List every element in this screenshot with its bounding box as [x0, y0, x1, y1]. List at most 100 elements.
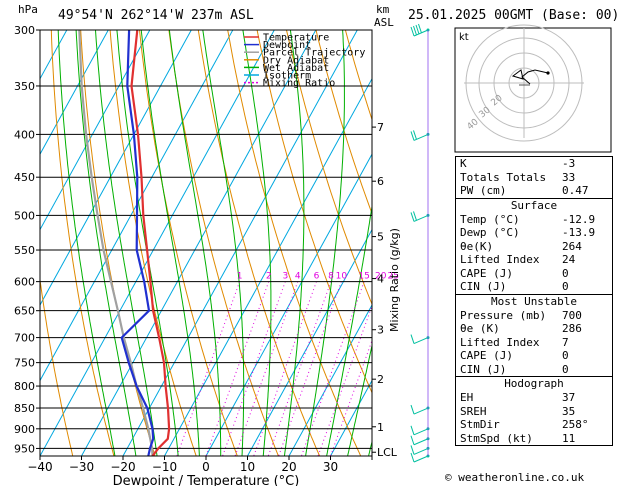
indices-row-pw: PW (cm) 0.47: [456, 184, 612, 198]
mixing-ratio-label: 10: [336, 272, 348, 282]
surface-title: Surface: [456, 197, 612, 213]
wind-barb: [410, 23, 430, 37]
dry-adiabat-line: [344, 30, 372, 122]
surface-row: CIN (J) 0: [456, 280, 612, 294]
asl-label: ASL: [374, 16, 394, 29]
wind-barb-staff: [413, 407, 429, 415]
mixing-ratio-line: [205, 281, 270, 456]
temp-tick-label: −10: [152, 460, 177, 474]
temp-tick-label: 20: [281, 460, 296, 474]
wind-barb-flag: [418, 23, 422, 34]
pressure-tick-label: 850: [14, 402, 35, 415]
row-value: -12.9: [562, 212, 596, 226]
mixing-ratio-label: 15: [358, 272, 369, 282]
temp-tick-label: 30: [323, 460, 338, 474]
location-title: 49°54'N 262°14'W 237m ASL: [58, 8, 254, 23]
row-value: 0: [562, 280, 569, 293]
mixing-ratio-line: [330, 339, 372, 456]
wet-adiabat-line: [116, 30, 179, 456]
parcel-trajectory-curve: [78, 30, 154, 456]
isotherm-line: [40, 30, 151, 231]
pressure-tick-label: 450: [14, 171, 35, 184]
hodo-row: EH 37: [456, 391, 612, 405]
mixing-ratio-label: 25: [387, 272, 398, 282]
wind-barb-flag: [410, 334, 415, 344]
temp-tick-label: −40: [27, 460, 52, 474]
dry-adiabat-line: [256, 30, 372, 394]
legend-label: Wet Adiabat: [263, 63, 329, 74]
temp-tick-label: 10: [240, 460, 255, 474]
wind-barb-flag: [410, 26, 415, 37]
row-value: 0: [562, 349, 569, 362]
wet-adiabat-line: [283, 30, 305, 456]
row-label: EH: [460, 391, 474, 404]
row-label: StmSpd (kt): [460, 431, 533, 445]
row-label: Dewp (°C): [460, 226, 520, 239]
row-value: 264: [562, 239, 582, 253]
row-value: 24: [562, 253, 576, 266]
x-axis-label: Dewpoint / Temperature (°C): [113, 474, 300, 486]
row-label: SREH: [460, 404, 487, 418]
isotherm-line: [81, 30, 317, 456]
wind-barb: [410, 425, 430, 436]
km-tick-label: 1: [377, 421, 384, 434]
isotherm-line: [330, 379, 372, 456]
km-tick-label: 4: [377, 273, 384, 286]
dewpoint-curve: [120, 30, 155, 456]
surface-row: Lifted Index 24: [456, 253, 612, 267]
hodograph-unit: kt: [459, 32, 469, 43]
km-tick-label: 3: [377, 324, 384, 337]
isotherm-line: [40, 30, 234, 382]
mixing-ratio-line: [176, 281, 241, 456]
index-label: K: [460, 157, 467, 170]
hodograph-frame: [454, 27, 612, 153]
indices-panel: K -3 Totals Totals 33 PW (cm) 0.47 Surface …: [455, 156, 613, 446]
mixing-ratio-label: 3: [282, 272, 288, 282]
row-label: Pressure (mb): [460, 308, 547, 322]
row-label: θe(K): [460, 239, 494, 253]
row-value: 11: [562, 431, 576, 445]
hodograph-end-dot: [546, 71, 550, 75]
hodo-row: StmSpd (kt) 11: [456, 432, 612, 446]
mu-row: CIN (J) 0: [456, 363, 612, 377]
hodo-row: SREH 35: [456, 405, 612, 419]
wet-adiabat-line: [140, 30, 200, 456]
wind-barb-flag: [410, 435, 415, 445]
wind-barb: [410, 404, 430, 415]
index-value: 0.47: [562, 184, 589, 197]
temp-tick-label: −20: [110, 460, 135, 474]
km-tick-label: LCL: [377, 446, 398, 459]
wet-adiabat-line: [75, 30, 137, 456]
wind-barb-staff: [413, 337, 429, 345]
isotherm-line: [122, 30, 358, 456]
mixing-ratio-label: 8: [328, 272, 334, 282]
wind-barb-staff: [413, 455, 429, 463]
pressure-tick-label: 300: [14, 24, 35, 37]
mixing-ratio-axis-label: Mixing Ratio (g/kg): [388, 228, 401, 332]
hpa-label: hPa: [18, 3, 38, 16]
dry-adiabat-line: [168, 30, 279, 456]
row-label: Lifted Index: [460, 335, 540, 349]
km-label: km: [376, 3, 390, 16]
isotherm-line: [40, 30, 109, 156]
hodograph-storm-marker: [511, 69, 524, 80]
legend-label: Dewpoint: [263, 40, 311, 51]
wind-barb-flag: [413, 130, 417, 140]
pressure-tick-label: 550: [14, 244, 35, 257]
surface-row: CAPE (J) 0: [456, 267, 612, 281]
mixing-ratio-line: [234, 281, 299, 456]
mu-row: θe (K) 286: [456, 322, 612, 336]
wind-barb: [410, 445, 430, 455]
row-value: 7: [562, 335, 569, 349]
row-value: 37: [562, 391, 576, 404]
km-tick-label: 2: [377, 373, 384, 386]
legend-label: Temperature: [263, 33, 329, 44]
most-unstable-title: Most Unstable: [456, 293, 612, 309]
row-label: CIN (J): [460, 362, 507, 376]
wind-barb-staff: [413, 438, 429, 446]
wind-barb-flag: [415, 24, 420, 35]
row-label: StmDir: [460, 418, 500, 431]
pressure-tick-label: 350: [14, 80, 35, 93]
km-tick-label: 6: [377, 175, 384, 188]
wet-adiabat-line: [326, 203, 372, 456]
